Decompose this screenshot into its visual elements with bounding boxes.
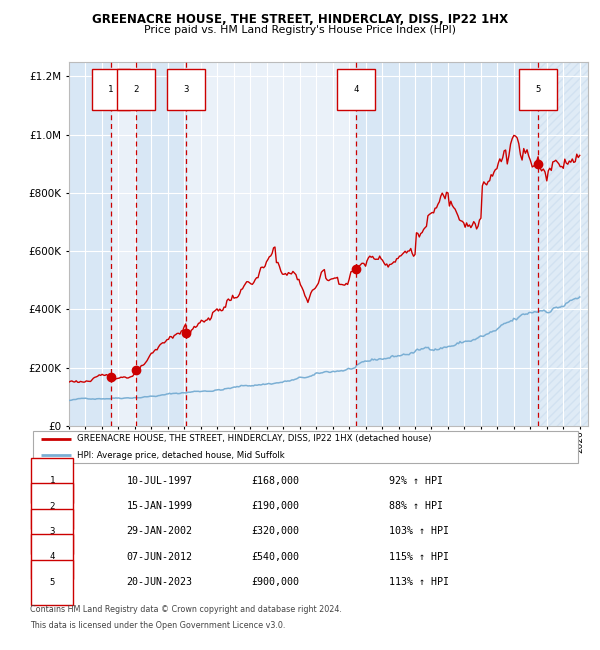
- Text: 5: 5: [535, 85, 541, 94]
- Text: 92% ↑ HPI: 92% ↑ HPI: [389, 476, 443, 486]
- Text: 103% ↑ HPI: 103% ↑ HPI: [389, 526, 449, 536]
- Text: 4: 4: [353, 85, 359, 94]
- Text: 3: 3: [183, 85, 188, 94]
- Bar: [136, 62, 185, 426]
- Text: 2: 2: [133, 85, 138, 94]
- Text: GREENACRE HOUSE, THE STREET, HINDERCLAY, DISS, IP22 1HX (detached house): GREENACRE HOUSE, THE STREET, HINDERCLAY,…: [77, 434, 431, 443]
- Text: 5: 5: [49, 578, 55, 586]
- Text: £900,000: £900,000: [251, 577, 299, 587]
- FancyBboxPatch shape: [33, 431, 578, 463]
- Text: £168,000: £168,000: [251, 476, 299, 486]
- Text: 113% ↑ HPI: 113% ↑ HPI: [389, 577, 449, 587]
- Text: 88% ↑ HPI: 88% ↑ HPI: [389, 501, 443, 511]
- Text: Contains HM Land Registry data © Crown copyright and database right 2024.: Contains HM Land Registry data © Crown c…: [30, 605, 342, 614]
- Text: £190,000: £190,000: [251, 501, 299, 511]
- Bar: [356, 62, 538, 426]
- Text: This data is licensed under the Open Government Licence v3.0.: This data is licensed under the Open Gov…: [30, 621, 286, 630]
- Text: 3: 3: [49, 527, 55, 536]
- Text: £540,000: £540,000: [251, 552, 299, 562]
- Text: 1: 1: [108, 85, 113, 94]
- Text: 10-JUL-1997: 10-JUL-1997: [127, 476, 193, 486]
- Bar: [538, 62, 588, 426]
- Bar: [69, 62, 110, 426]
- Text: 4: 4: [49, 552, 55, 561]
- Text: HPI: Average price, detached house, Mid Suffolk: HPI: Average price, detached house, Mid …: [77, 450, 284, 460]
- Text: 1: 1: [49, 476, 55, 485]
- Text: £320,000: £320,000: [251, 526, 299, 536]
- Text: 29-JAN-2002: 29-JAN-2002: [127, 526, 193, 536]
- Text: 15-JAN-1999: 15-JAN-1999: [127, 501, 193, 511]
- Text: 20-JUN-2023: 20-JUN-2023: [127, 577, 193, 587]
- Text: 2: 2: [49, 502, 55, 510]
- Text: 07-JUN-2012: 07-JUN-2012: [127, 552, 193, 562]
- Text: Price paid vs. HM Land Registry's House Price Index (HPI): Price paid vs. HM Land Registry's House …: [144, 25, 456, 34]
- Text: 115% ↑ HPI: 115% ↑ HPI: [389, 552, 449, 562]
- Text: GREENACRE HOUSE, THE STREET, HINDERCLAY, DISS, IP22 1HX: GREENACRE HOUSE, THE STREET, HINDERCLAY,…: [92, 13, 508, 26]
